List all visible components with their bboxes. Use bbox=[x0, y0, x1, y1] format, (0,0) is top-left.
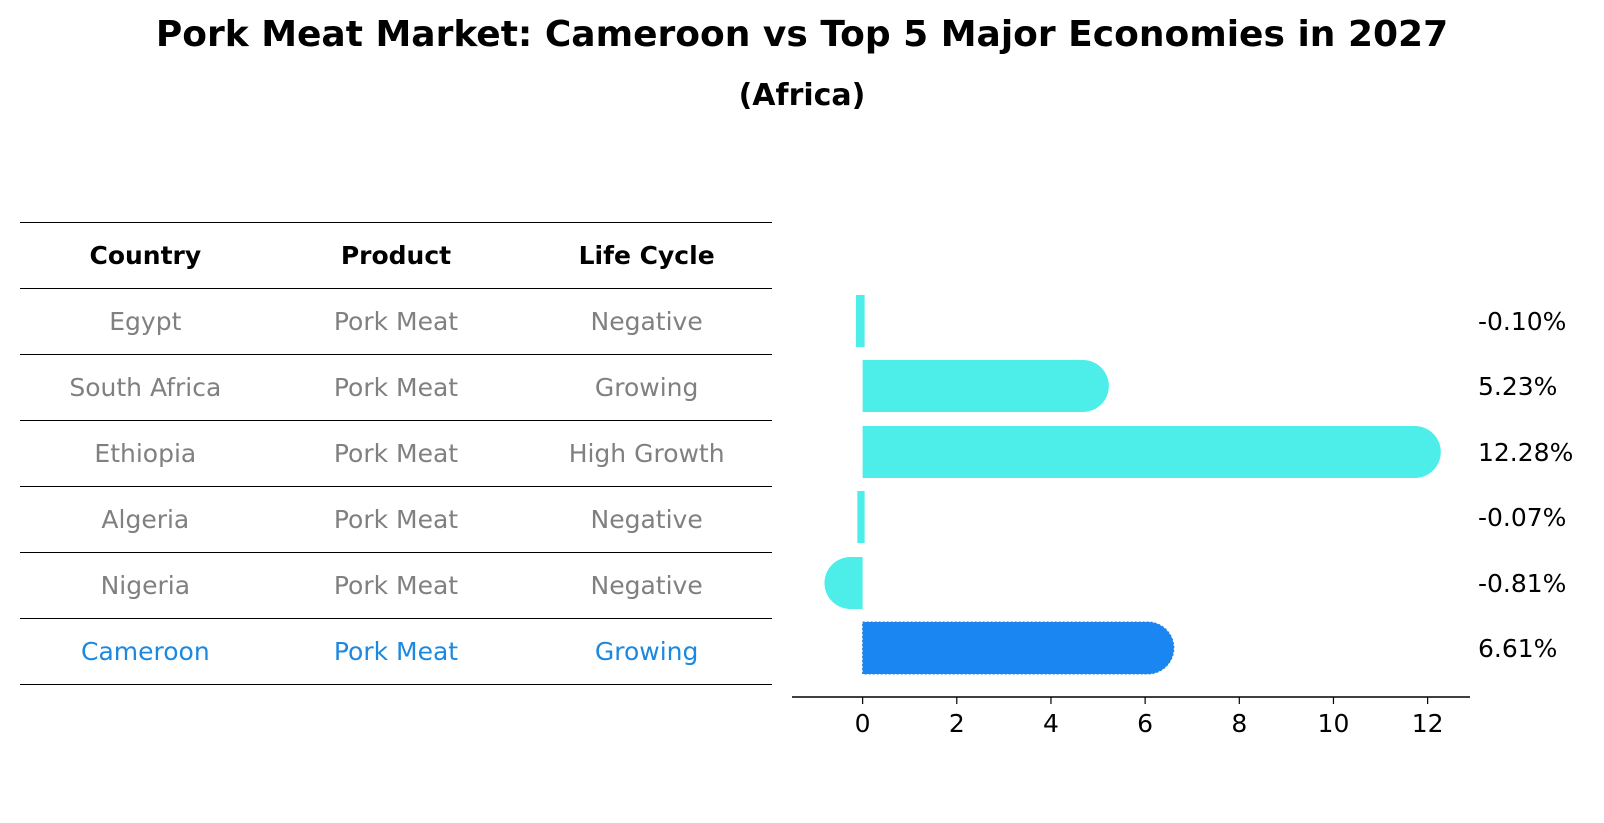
country-cell: Algeria bbox=[101, 505, 190, 534]
country-cell: Cameroon bbox=[80, 637, 210, 666]
chart-subtitle: (Africa) bbox=[738, 78, 866, 113]
country-cell: South Africa bbox=[69, 373, 222, 402]
value-label: 6.61% bbox=[1478, 634, 1557, 663]
value-label: -0.07% bbox=[1478, 503, 1566, 532]
market-table: Country Product Life Cycle Egypt Pork Me… bbox=[20, 222, 772, 685]
product-cell: Pork Meat bbox=[333, 505, 459, 534]
life-cycle-cell: High Growth bbox=[568, 439, 725, 468]
product-cell: Pork Meat bbox=[333, 439, 459, 468]
x-tick-label: 10 bbox=[1318, 709, 1350, 738]
product-cell: Pork Meat bbox=[333, 373, 459, 402]
table-row: Ethiopia Pork Meat High Growth bbox=[20, 421, 772, 487]
bar-egypt bbox=[855, 295, 865, 347]
country-cell: Ethiopia bbox=[94, 439, 197, 468]
x-tick-label: 2 bbox=[949, 709, 965, 738]
table-row: South Africa Pork Meat Growing bbox=[20, 355, 772, 421]
header-product: Product bbox=[340, 241, 452, 270]
table-row: Egypt Pork Meat Negative bbox=[20, 289, 772, 355]
life-cycle-cell: Growing bbox=[594, 637, 699, 666]
country-cell: Egypt bbox=[109, 307, 182, 336]
bar-ethiopia bbox=[862, 426, 1441, 478]
table-header-row: Country Product Life Cycle bbox=[20, 223, 772, 289]
product-cell: Pork Meat bbox=[333, 571, 459, 600]
x-tick-label: 12 bbox=[1412, 709, 1444, 738]
header-life-cycle: Life Cycle bbox=[578, 241, 715, 270]
x-tick-label: 6 bbox=[1137, 709, 1153, 738]
value-label: -0.10% bbox=[1478, 307, 1566, 336]
x-tick-label: 8 bbox=[1231, 709, 1247, 738]
product-cell: Pork Meat bbox=[333, 307, 459, 336]
header-country: Country bbox=[89, 241, 202, 270]
bar-algeria bbox=[857, 491, 865, 543]
x-tick-label: 4 bbox=[1043, 709, 1059, 738]
table-row: Nigeria Pork Meat Negative bbox=[20, 553, 772, 619]
value-label: -0.81% bbox=[1478, 569, 1566, 598]
value-label: 12.28% bbox=[1478, 438, 1573, 467]
bar-south-africa bbox=[862, 360, 1109, 412]
x-tick-label: 0 bbox=[855, 709, 871, 738]
bar-cameroon bbox=[862, 621, 1175, 675]
country-cell: Nigeria bbox=[100, 571, 191, 600]
life-cycle-cell: Negative bbox=[590, 505, 703, 534]
product-cell: Pork Meat bbox=[333, 637, 459, 666]
life-cycle-cell: Negative bbox=[590, 307, 703, 336]
value-label: 5.23% bbox=[1478, 372, 1557, 401]
life-cycle-cell: Negative bbox=[590, 571, 703, 600]
table-row: Algeria Pork Meat Negative bbox=[20, 487, 772, 553]
bar-nigeria bbox=[824, 557, 863, 609]
table-row-highlighted: Cameroon Pork Meat Growing bbox=[20, 619, 772, 685]
life-cycle-cell: Growing bbox=[594, 373, 699, 402]
chart-title: Pork Meat Market: Cameroon vs Top 5 Majo… bbox=[155, 14, 1449, 55]
